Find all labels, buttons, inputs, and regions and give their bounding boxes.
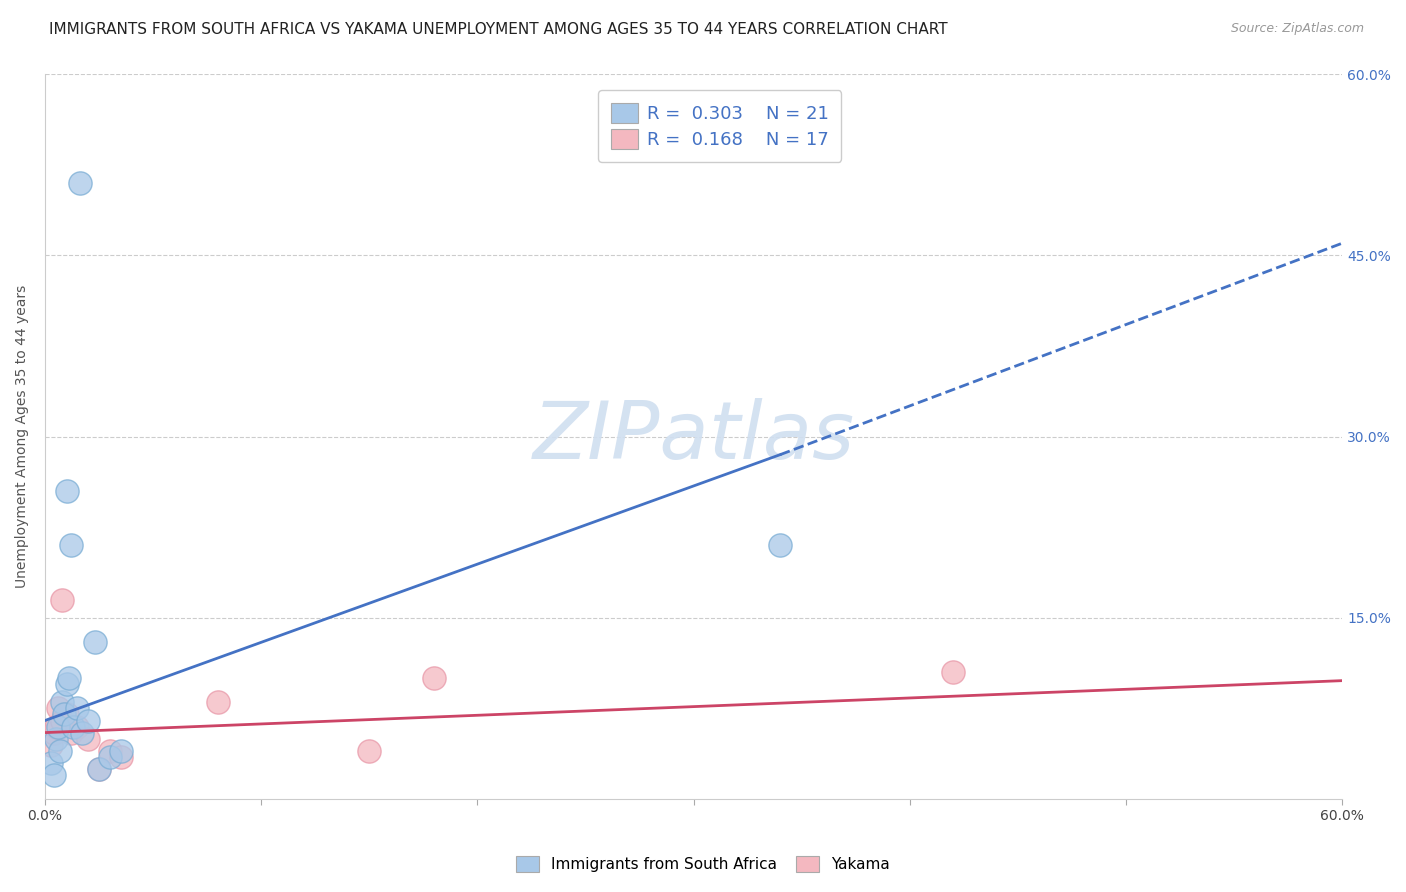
- Point: [423, 671, 446, 685]
- Point: [77, 731, 100, 746]
- Point: [41, 756, 63, 770]
- Legend: Immigrants from South Africa, Yakama: Immigrants from South Africa, Yakama: [509, 848, 897, 880]
- Point: [42, 768, 65, 782]
- Point: [942, 665, 965, 680]
- Point: [66, 720, 89, 734]
- Point: [87, 762, 110, 776]
- Point: [87, 762, 110, 776]
- Point: [66, 701, 89, 715]
- Point: [51, 695, 73, 709]
- Point: [55, 483, 77, 498]
- Point: [46, 701, 69, 715]
- Point: [83, 635, 105, 649]
- Point: [69, 176, 91, 190]
- Point: [77, 714, 100, 728]
- Point: [42, 725, 65, 739]
- Point: [45, 720, 67, 734]
- Text: ZIPatlas: ZIPatlas: [533, 398, 855, 475]
- Point: [110, 749, 132, 764]
- Point: [55, 677, 77, 691]
- Point: [62, 720, 84, 734]
- Legend: R =  0.303    N = 21, R =  0.168    N = 17: R = 0.303 N = 21, R = 0.168 N = 17: [598, 90, 841, 161]
- Point: [51, 714, 73, 728]
- Point: [98, 744, 121, 758]
- Point: [98, 749, 121, 764]
- Point: [58, 671, 80, 685]
- Text: Source: ZipAtlas.com: Source: ZipAtlas.com: [1230, 22, 1364, 36]
- Point: [359, 744, 381, 758]
- Point: [769, 538, 792, 552]
- Text: IMMIGRANTS FROM SOUTH AFRICA VS YAKAMA UNEMPLOYMENT AMONG AGES 35 TO 44 YEARS CO: IMMIGRANTS FROM SOUTH AFRICA VS YAKAMA U…: [49, 22, 948, 37]
- Point: [110, 744, 132, 758]
- Point: [70, 725, 93, 739]
- Point: [53, 707, 76, 722]
- Point: [55, 707, 77, 722]
- Point: [51, 592, 73, 607]
- Point: [59, 725, 82, 739]
- Point: [59, 538, 82, 552]
- Point: [45, 731, 67, 746]
- Point: [41, 738, 63, 752]
- Point: [49, 744, 72, 758]
- Point: [46, 720, 69, 734]
- Point: [207, 695, 229, 709]
- Y-axis label: Unemployment Among Ages 35 to 44 years: Unemployment Among Ages 35 to 44 years: [15, 285, 30, 588]
